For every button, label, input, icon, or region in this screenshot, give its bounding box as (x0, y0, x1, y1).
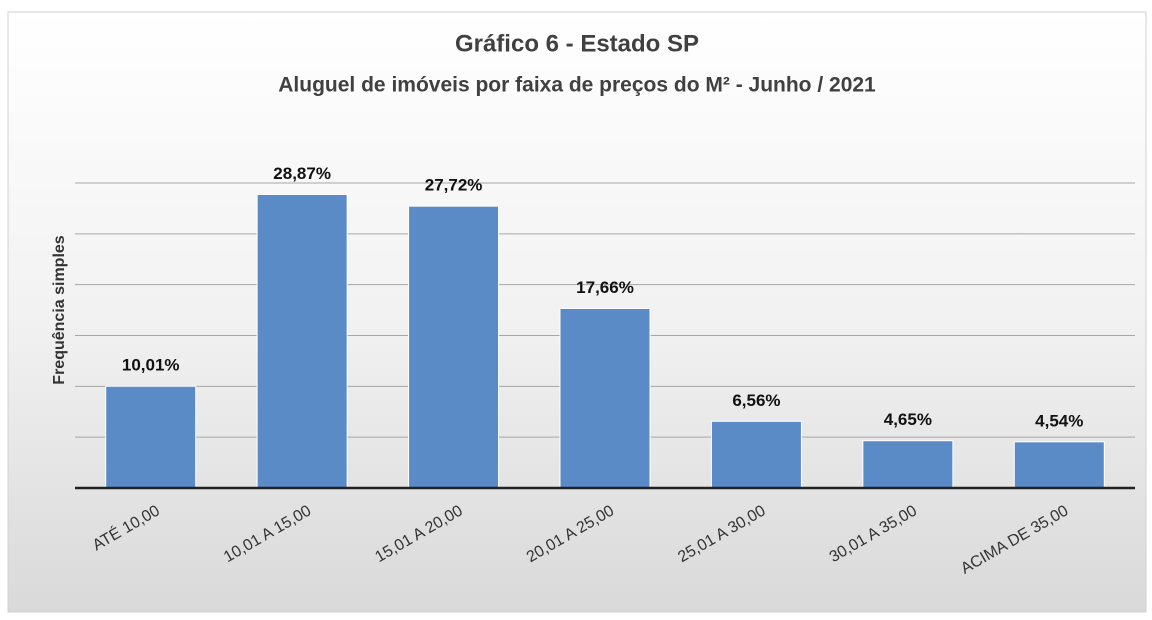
bar (408, 205, 500, 489)
value-label: 4,65% (884, 410, 932, 429)
value-label: 28,87% (273, 164, 331, 183)
bar (862, 440, 954, 489)
value-label: 10,01% (122, 356, 180, 375)
chart-subtitle: Aluguel de imóveis por faixa de preços d… (278, 74, 876, 97)
value-label: 4,54% (1035, 411, 1083, 430)
value-label: 17,66% (576, 278, 634, 297)
chart-title: Gráfico 6 - Estado SP (455, 30, 699, 57)
y-axis-label: Frequência simples (51, 235, 68, 384)
bar (559, 307, 651, 489)
bar (105, 385, 197, 489)
value-label: 27,72% (425, 176, 483, 195)
value-label: 6,56% (732, 391, 780, 410)
bar (1013, 441, 1105, 489)
bar (256, 193, 348, 489)
bar (710, 420, 802, 489)
